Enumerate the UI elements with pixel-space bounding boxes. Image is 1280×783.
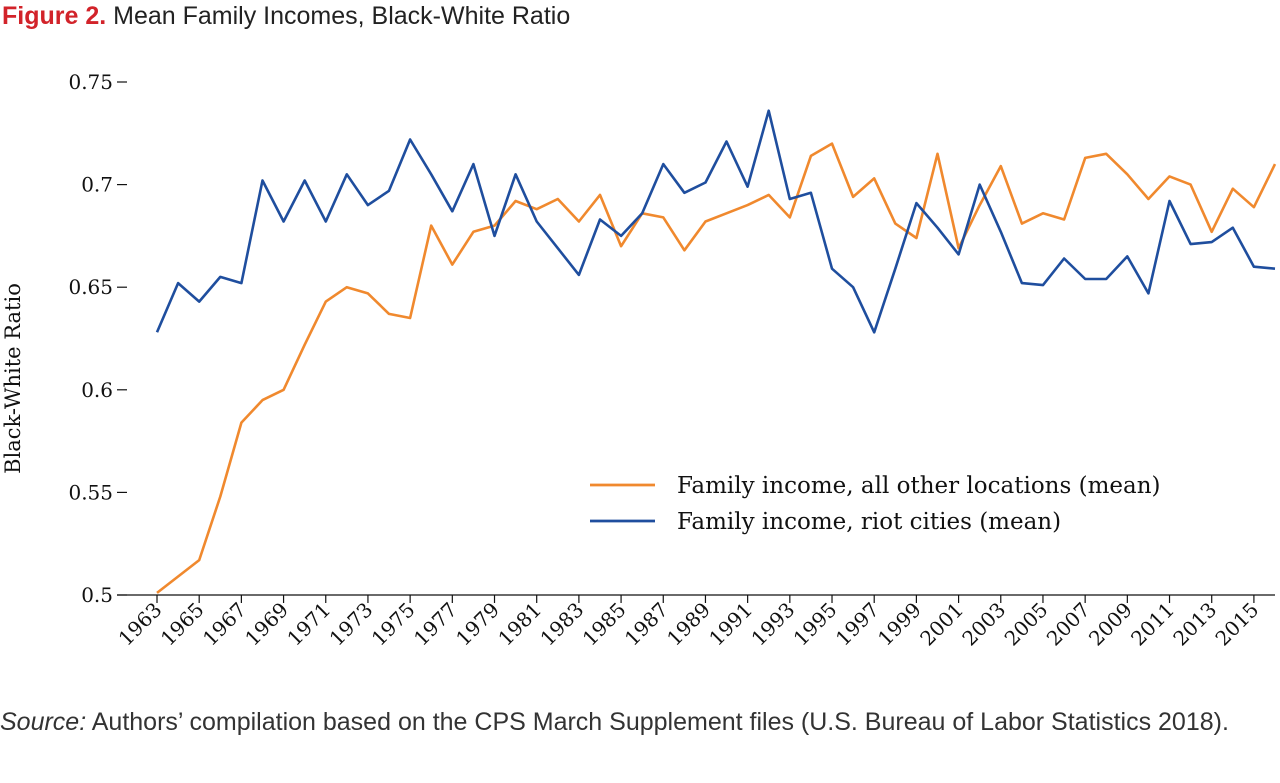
- x-tick-label: 1979: [451, 598, 504, 651]
- figure-title: Figure 2. Mean Family Incomes, Black-Whi…: [2, 2, 570, 31]
- x-tick-label: 1963: [114, 598, 167, 651]
- y-tick-label: 0.6: [81, 378, 113, 402]
- chart-series: [155, 109, 1277, 594]
- y-tick-label: 0.65: [68, 275, 113, 299]
- y-axis-label: Black-White Ratio: [1, 283, 25, 474]
- chart-legend: Family income, all other locations (mean…: [590, 473, 1161, 535]
- x-tick-label: 1967: [198, 598, 251, 651]
- y-tick-label: 0.75: [68, 70, 113, 94]
- x-tick-label: 1977: [409, 598, 462, 651]
- x-tick-label: 1975: [367, 598, 420, 651]
- x-tick-label: 2007: [1042, 598, 1095, 651]
- x-tick-label: 2015: [1210, 598, 1263, 651]
- x-tick-label: 1971: [282, 598, 335, 651]
- x-tick-label: 2005: [1000, 598, 1053, 651]
- source-note: Source: Authors’ compilation based on th…: [0, 704, 1275, 741]
- series-line: [155, 109, 1276, 334]
- x-tick-label: 1989: [662, 598, 715, 651]
- x-tick-label: 2011: [1126, 598, 1179, 651]
- line-chart: 0.50.550.60.650.70.75 196319651967196919…: [1, 70, 1277, 651]
- x-tick-label: 1995: [789, 598, 842, 651]
- x-tick-label: 2001: [915, 598, 968, 651]
- x-tick-label: 1965: [156, 598, 209, 651]
- x-tick-label: 1987: [620, 598, 673, 651]
- source-text: Authors’ compilation based on the CPS Ma…: [91, 708, 1229, 736]
- x-tick-label: 1981: [493, 598, 546, 651]
- y-axis-ticks: 0.5 0.55 0.6 0.65 0.7 0.75: [68, 70, 127, 607]
- x-tick-label: 2009: [1084, 598, 1137, 651]
- y-tick-label: 0.7: [81, 173, 113, 197]
- x-tick-label: 1999: [873, 598, 926, 651]
- y-tick-label: 0.55: [68, 480, 113, 504]
- series-line: [156, 142, 1277, 594]
- x-tick-label: 1997: [831, 598, 884, 651]
- x-tick-label: 1991: [704, 598, 757, 651]
- legend-label: Family income, riot cities (mean): [677, 509, 1061, 535]
- figure-title-text: Mean Family Incomes, Black-White Ratio: [113, 2, 571, 30]
- x-axis-ticks: 1963196519671969197119731975197719791981…: [114, 595, 1263, 651]
- x-tick-label: 1969: [240, 598, 293, 651]
- x-tick-label: 2003: [957, 598, 1010, 651]
- source-label: Source:: [0, 708, 87, 736]
- x-tick-label: 2013: [1168, 598, 1221, 651]
- y-tick-label: 0.5: [81, 583, 113, 607]
- x-tick-label: 1983: [535, 598, 588, 651]
- x-tick-label: 1993: [746, 598, 799, 651]
- x-tick-label: 1973: [325, 598, 378, 651]
- figure-label: Figure 2.: [2, 2, 107, 30]
- legend-label: Family income, all other locations (mean…: [677, 473, 1161, 499]
- x-tick-label: 1985: [578, 598, 631, 651]
